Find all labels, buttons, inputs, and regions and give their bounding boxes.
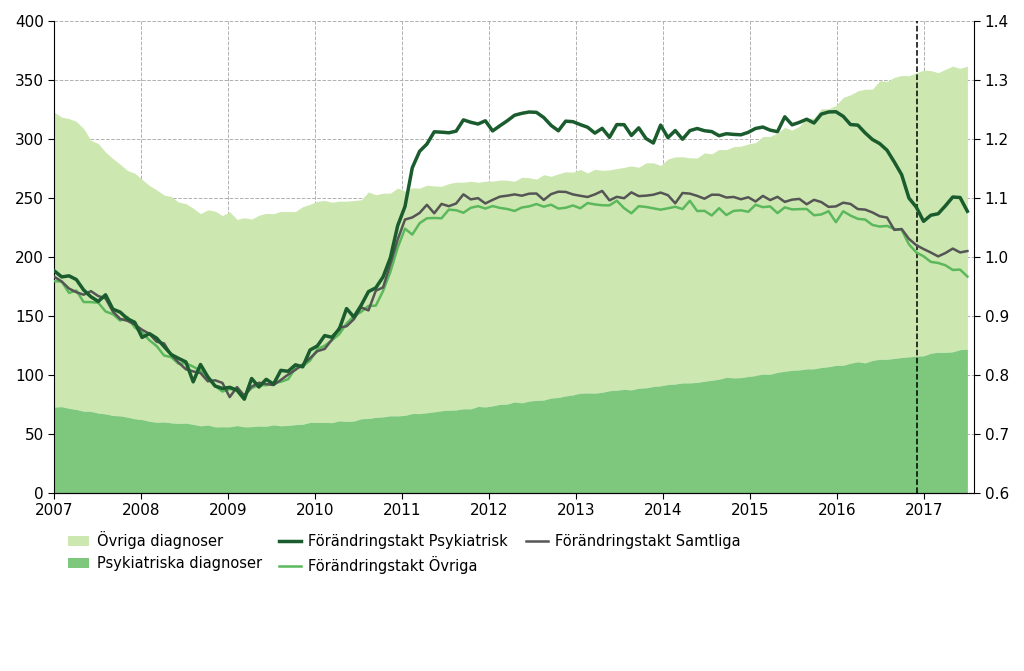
Legend: Övriga diagnoser, Psykiatriska diagnoser, Förändringstakt Psykiatrisk, Förändrin: Övriga diagnoser, Psykiatriska diagnoser… [61,525,746,580]
